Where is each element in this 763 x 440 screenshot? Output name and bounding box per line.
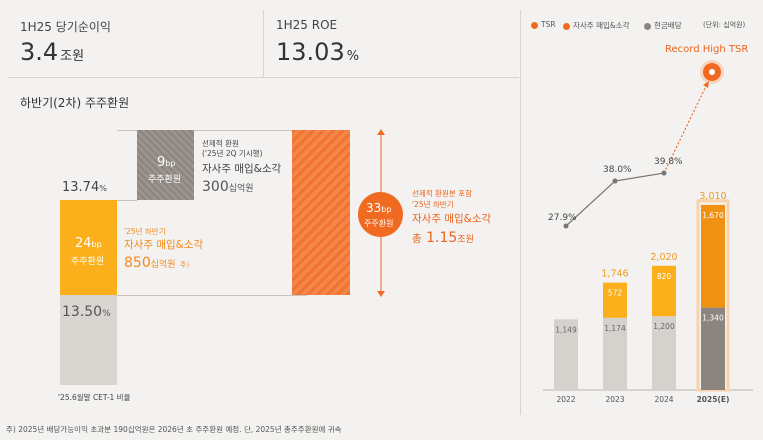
circle-33bp-label: 주주환원 [364, 219, 394, 228]
tsr-projection-arrowhead [703, 81, 709, 88]
tsr-chart: 1,149 2022 1,174 572 1,746 2023 1,200 820 2,020 2… [543, 81, 753, 404]
legend-tsr: TSR [531, 20, 556, 29]
dividend-value-label: 1,174 [604, 324, 626, 333]
x-tick-label: 2024 [654, 395, 673, 404]
tsr-value-label: 38.0% [603, 165, 632, 175]
kpi-roe-label: 1H25 ROE [276, 18, 338, 32]
block-total-buyback [292, 130, 350, 295]
note-9-line2: ('25년 2Q 기시행) [202, 149, 263, 158]
tsr-value-label: 39.8% [654, 157, 683, 167]
note-9-line1: 선제적 환원 [202, 139, 239, 148]
buyback-value-label: 572 [608, 289, 623, 298]
record-high-annotation: Record High TSR [665, 44, 749, 55]
record-high-marker-center [709, 69, 715, 75]
divider-vertical [520, 10, 521, 415]
note-24-line1: '25년 하반기 [124, 227, 166, 236]
dividend-bar [603, 317, 627, 390]
note-9-line3: 자사주 매입&소각 [202, 163, 282, 175]
total-value-label: 1,746 [601, 269, 628, 280]
dividend-bar [652, 316, 676, 390]
x-tick-label: 2022 [556, 395, 575, 404]
legend-unit: (단위: 십억원) [703, 21, 746, 29]
block-9bp-label: 주주환원 [148, 175, 182, 185]
dividend-value-label: 1,149 [555, 325, 577, 334]
kpi-net-income: 1H25 당기순이익 3.4 조원 [8, 10, 264, 78]
note-9-amount: 300십억원 [202, 179, 254, 195]
legend-tsr-dot [531, 21, 538, 29]
total-value-label: 2,020 [650, 252, 677, 263]
kpi-roe: 1H25 ROE 13.03% [264, 10, 519, 78]
buyback-bar [652, 265, 676, 317]
connector-bottom [117, 295, 307, 296]
tsr-point [612, 178, 618, 184]
block-9bp-value: 9bp [157, 155, 176, 170]
kpi-net-income-label: 1H25 당기순이익 [20, 20, 111, 34]
dividend-value-label: 1,200 [653, 322, 675, 331]
connector-top [117, 130, 307, 131]
dividend-value-label: 1,340 [702, 314, 724, 323]
kpi-roe-value: 13.03% [276, 38, 360, 66]
dividend-bar [701, 307, 725, 390]
buyback-value-label: 820 [657, 272, 672, 281]
note-33-line3: 자사주 매입&소각 [412, 213, 492, 225]
top-ratio-label: 13.74% [62, 180, 107, 195]
tsr-point [563, 223, 569, 229]
note-33-line1: 선제적 환원분 포함 [412, 189, 472, 198]
buyback-bar [603, 282, 627, 318]
circle-33bp-value: 33bp [366, 201, 392, 215]
x-tick-label: 2025(E) [697, 395, 730, 404]
legend-dividend-dot [644, 22, 651, 30]
section-title: 하반기(2차) 주주환원 [20, 96, 130, 110]
legend-buyback: 자사주 매입&소각 [563, 20, 630, 31]
buyback-value-label: 1,670 [702, 211, 724, 220]
footnote: 주) 2025년 배당가능이익 초과분 190십억원은 2026년 초 주주환원… [6, 425, 342, 434]
base-cet1-block [60, 295, 117, 385]
tsr-projection-line [663, 83, 708, 174]
legend-dividend: 현금배당 [644, 20, 682, 31]
block-9bp [137, 130, 194, 200]
base-ratio-label: 13.50% [62, 304, 111, 320]
circle-33bp [358, 192, 403, 237]
x-tick-label: 2023 [605, 395, 624, 404]
dividend-bar [554, 319, 578, 390]
connector-24-to-9 [117, 200, 137, 201]
legend-buyback-dot [563, 22, 570, 30]
note-33-total: 총 1.15조원 [412, 230, 474, 246]
note-24-amount: 850십억원 주) [124, 255, 190, 271]
tsr-point [661, 170, 667, 176]
base-caption: '25.6월말 CET-1 비율 [58, 393, 131, 402]
kpi-net-income-value: 3.4 조원 [20, 38, 85, 66]
block-24bp-label: 주주환원 [71, 257, 105, 267]
note-24-line2: 자사주 매입&소각 [124, 239, 204, 251]
block-24bp-value: 24bp [75, 236, 102, 251]
block-24bp [60, 200, 117, 295]
tsr-value-label: 27.9% [548, 213, 577, 223]
buyback-bar [701, 204, 725, 308]
note-33-line2: '25년 하반기 [412, 200, 454, 209]
total-value-label: 3,010 [699, 191, 726, 202]
